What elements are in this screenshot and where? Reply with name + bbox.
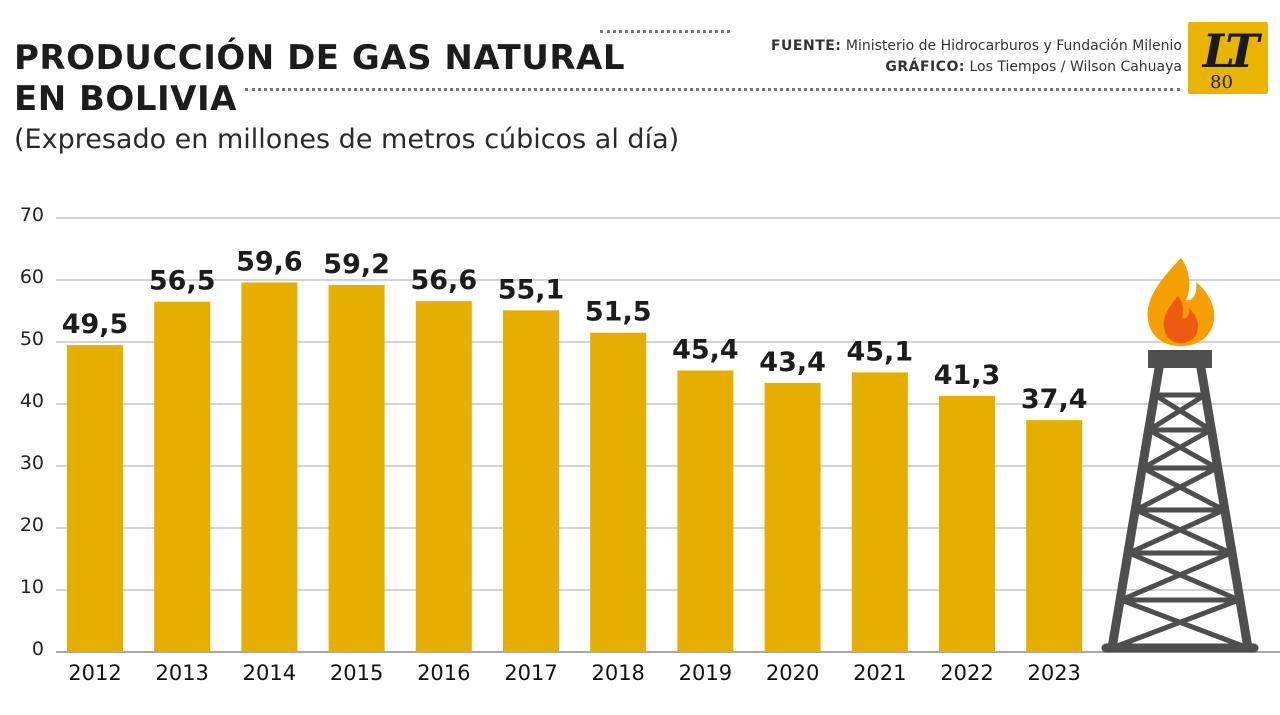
- gridlines: [56, 217, 1280, 653]
- graphic-label: GRÁFICO:: [885, 59, 966, 75]
- bar-value-label: 37,4: [1021, 384, 1088, 415]
- bars: [67, 282, 1083, 652]
- bar: [939, 395, 995, 652]
- x-tick-label: 2020: [766, 661, 819, 685]
- y-tick-label: 0: [32, 638, 44, 660]
- y-tick-label: 10: [20, 576, 44, 598]
- chart-subtitle: (Expresado en millones de metros cúbicos…: [14, 124, 680, 155]
- source-line: FUENTE: Ministerio de Hidrocarburos y Fu…: [771, 36, 1182, 57]
- x-tick-label: 2023: [1027, 661, 1080, 685]
- header-divider: [600, 30, 730, 33]
- graphic-line: GRÁFICO: Los Tiempos / Wilson Cahuaya: [771, 57, 1182, 78]
- bar-value-label: 43,4: [759, 347, 826, 378]
- bar: [503, 310, 559, 652]
- bar: [764, 382, 821, 652]
- derrick-structure: [1101, 350, 1259, 653]
- x-tick-label: 2014: [243, 661, 296, 685]
- bar: [67, 345, 123, 652]
- bar: [241, 282, 298, 652]
- y-tick-label: 60: [20, 266, 44, 288]
- bar: [677, 370, 734, 652]
- bar-value-label: 49,5: [62, 309, 129, 340]
- x-tick-label: 2016: [417, 661, 470, 685]
- y-tick-label: 30: [20, 452, 44, 474]
- bar-value-label: 56,6: [410, 265, 477, 296]
- bar: [415, 301, 472, 652]
- x-tick-label: 2019: [679, 661, 732, 685]
- x-tick-label: 2021: [853, 661, 906, 685]
- credits: FUENTE: Ministerio de Hidrocarburos y Fu…: [771, 36, 1182, 78]
- x-tick-label: 2022: [940, 661, 993, 685]
- bar-value-label: 56,5: [149, 266, 216, 297]
- bar: [851, 372, 908, 652]
- y-axis-ticks: 0 10 20 30 40 50 60 70: [20, 204, 44, 660]
- x-tick-label: 2013: [155, 661, 208, 685]
- bar-value-label: 41,3: [934, 360, 1001, 391]
- x-tick-label: 2015: [330, 661, 383, 685]
- bar-value-label: 45,4: [672, 335, 739, 366]
- bar-value-label: 51,5: [585, 297, 652, 328]
- chart-title: PRODUCCIÓN DE GAS NATURAL EN BOLIVIA: [14, 38, 626, 119]
- x-axis-ticks: 2012 2013 2014 2015 2016 2017 2018 2019 2020 2021…: [68, 661, 1081, 685]
- title-divider: [245, 88, 1180, 91]
- x-tick-label: 2012: [68, 661, 121, 685]
- source-text: Ministerio de Hidrocarburos y Fundación …: [845, 38, 1182, 54]
- value-labels: 49,5 56,5 59,6 59,2 56,6 55,1 51,5 45,4 43,4 45,1…: [62, 246, 1088, 415]
- bar-value-label: 55,1: [498, 274, 565, 305]
- x-tick-label: 2017: [504, 661, 557, 685]
- y-tick-label: 50: [20, 328, 44, 350]
- flame-icon: [1147, 258, 1215, 346]
- x-tick-label: 2018: [591, 661, 644, 685]
- logo-letters: LT: [1202, 24, 1260, 78]
- bar: [590, 332, 647, 652]
- los-tiempos-logo: LT 80: [1188, 22, 1268, 94]
- y-tick-label: 70: [20, 204, 44, 226]
- logo-number: 80: [1210, 72, 1233, 93]
- gas-derrick-icon: [1101, 258, 1259, 653]
- bar: [328, 284, 385, 652]
- bar-value-label: 59,2: [323, 249, 390, 280]
- bar: [1026, 420, 1083, 652]
- graphic-text: Los Tiempos / Wilson Cahuaya: [969, 59, 1182, 75]
- source-label: FUENTE:: [770, 38, 842, 54]
- bar-value-label: 59,6: [236, 246, 303, 277]
- y-tick-label: 40: [20, 390, 44, 412]
- bar-value-label: 45,1: [846, 336, 913, 367]
- y-tick-label: 20: [20, 514, 44, 536]
- bar: [154, 301, 211, 652]
